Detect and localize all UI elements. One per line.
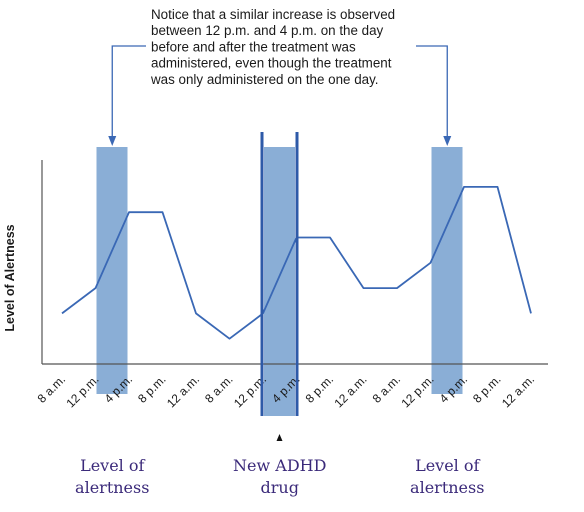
caption-1-line: Level of [80,456,145,475]
annotation-connector-left [111,45,146,138]
x-tick-label: 12 a.m. [164,372,202,410]
caption-1-line: alertness [75,478,149,497]
annotation-connector-right [416,45,448,138]
annotation-arrowhead-left [108,136,117,146]
annotation-line: administered, even though the treatment [151,56,392,71]
captions: Level of alertness New ADHD drug Level of ale… [75,456,484,497]
annotation-arrowhead-right [443,136,452,146]
highlight-band-2 [264,147,295,416]
caption-3-line: Level of [415,456,480,475]
caption-2-line: drug [261,478,299,497]
annotation: Notice that a similar increase is observ… [108,7,452,146]
x-tick-label: 12 p.m. [63,372,101,410]
treatment-marker-triangle [276,434,283,441]
caption-2-line: New ADHD [233,456,326,475]
treatment-markers [260,132,299,441]
highlight-bands [96,147,463,416]
annotation-line: between 12 p.m. and 4 p.m. on the day [151,23,384,38]
caption-3-line: alertness [410,478,484,497]
axes [41,160,548,365]
annotation-line: before and after the treatment was [151,39,356,54]
annotation-line: was only administered on the one day. [150,72,379,87]
x-tick-label: 12 a.m. [499,372,537,410]
annotation-line: Notice that a similar increase is observ… [151,7,395,22]
highlight-band-3 [431,147,463,394]
highlight-band-1 [96,147,128,394]
y-axis-label: Level of Alertness [3,224,17,331]
x-tick-label: 12 a.m. [331,372,369,410]
x-tick-label: 12 p.m. [398,372,436,410]
